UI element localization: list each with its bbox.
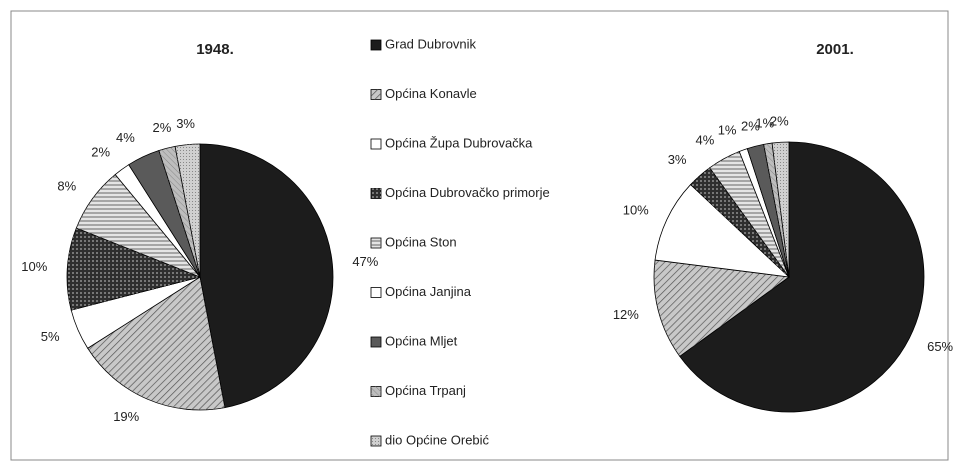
legend-hatch: [371, 188, 381, 199]
data-label: 2%: [741, 118, 760, 133]
data-label: 47%: [352, 254, 378, 269]
legend-hatch: [371, 238, 381, 248]
legend-label: Općina Župa Dubrovačka: [385, 135, 533, 150]
data-label: 1%: [718, 123, 737, 138]
slice-hatch: [87, 277, 225, 411]
data-label: 1%: [755, 115, 774, 130]
data-label: 10%: [623, 202, 649, 217]
data-label: 3%: [668, 152, 687, 167]
legend-swatch: [370, 287, 382, 298]
slice-hatch: [709, 151, 789, 277]
pie-slice: [199, 143, 334, 409]
legend-hatch: [371, 89, 381, 100]
data-label: 8%: [57, 179, 76, 194]
data-label: 2%: [91, 145, 110, 160]
slice-hatch: [772, 142, 789, 277]
slice-hatch: [175, 144, 200, 277]
data-label: 4%: [696, 133, 715, 148]
legend-hatch: [371, 386, 381, 397]
pie-slice: [679, 141, 925, 413]
legend-label: Općina Trpanj: [385, 383, 466, 398]
slice-hatch: [653, 260, 789, 357]
data-label: 2%: [770, 114, 789, 129]
slice-hatch: [76, 174, 200, 277]
pie-slice: [654, 184, 791, 278]
legend-label: Općina Dubrovačko primorje: [385, 185, 550, 200]
pie-title: 2001.: [816, 41, 854, 58]
legend-swatch: [370, 39, 382, 51]
data-label: 65%: [927, 339, 953, 354]
legend-label: Grad Dubrovnik: [385, 36, 477, 51]
pie-title: 1948.: [196, 41, 234, 58]
data-label: 12%: [613, 307, 639, 322]
data-label: 2%: [153, 120, 172, 135]
data-label: 3%: [176, 116, 195, 131]
legend-hatch: [371, 436, 381, 446]
legend-swatch: [370, 336, 382, 348]
slice-hatch: [690, 167, 789, 277]
slice-hatch: [158, 146, 200, 277]
slice-hatch: [763, 143, 789, 277]
data-label: 10%: [21, 259, 47, 274]
legend-label: Općina Janjina: [385, 284, 472, 299]
legend-label: Općina Ston: [385, 234, 457, 249]
legend-label: dio Općine Orebić: [385, 432, 490, 447]
legend-label: Općina Mljet: [385, 333, 458, 348]
data-label: 4%: [116, 130, 135, 145]
slice-hatch: [67, 228, 200, 311]
data-label: 5%: [41, 329, 60, 344]
legend-label: Općina Konavle: [385, 86, 477, 101]
data-label: 19%: [113, 409, 139, 424]
legend-swatch: [370, 138, 382, 150]
